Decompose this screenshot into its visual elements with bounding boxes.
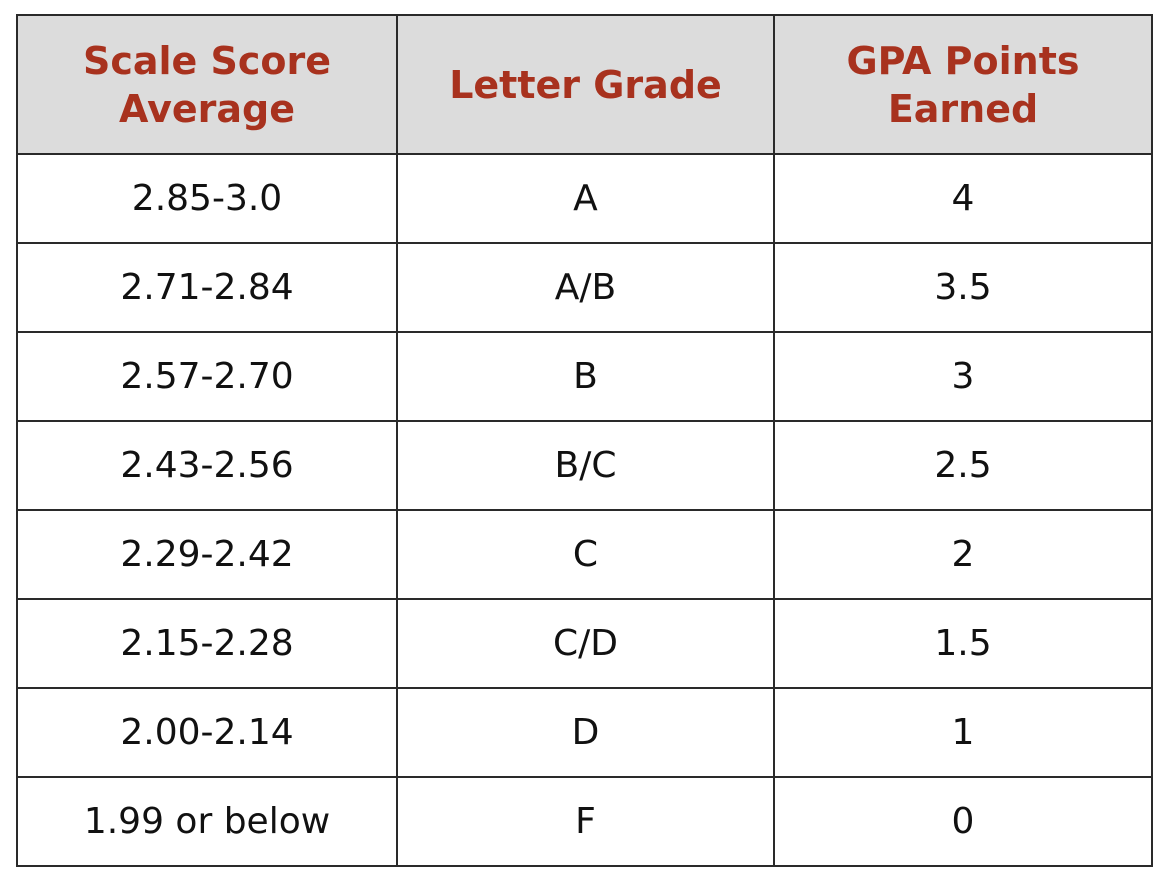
cell-letter-grade: A/B [396,242,775,333]
table-row: 2.85-3.0 A 4 [16,153,1153,244]
cell-gpa-points: 2.5 [773,420,1153,511]
header-line: GPA Points [846,38,1080,83]
cell-scale-score: 2.00-2.14 [16,687,398,778]
cell-gpa-points: 4 [773,153,1153,244]
header-row: Scale Score Average Letter Grade GPA Poi… [16,14,1153,155]
table-row: 2.57-2.70 B 3 [16,331,1153,422]
table-row: 2.15-2.28 C/D 1.5 [16,598,1153,689]
header-letter-grade: Letter Grade [396,14,775,155]
cell-letter-grade: C [396,509,775,600]
cell-letter-grade: F [396,776,775,867]
table-row: 1.99 or below F 0 [16,776,1153,867]
cell-scale-score: 2.43-2.56 [16,420,398,511]
cell-gpa-points: 3 [773,331,1153,422]
cell-scale-score: 2.29-2.42 [16,509,398,600]
cell-scale-score: 2.71-2.84 [16,242,398,333]
cell-gpa-points: 3.5 [773,242,1153,333]
cell-scale-score: 2.15-2.28 [16,598,398,689]
cell-gpa-points: 1.5 [773,598,1153,689]
table-row: 2.43-2.56 B/C 2.5 [16,420,1153,511]
cell-gpa-points: 1 [773,687,1153,778]
table-row: 2.00-2.14 D 1 [16,687,1153,778]
table-body: 2.85-3.0 A 4 2.71-2.84 A/B 3.5 2.57-2.70… [16,153,1153,867]
cell-letter-grade: B/C [396,420,775,511]
header-line: Earned [887,86,1039,131]
header-line: Scale Score [82,38,332,83]
header-line: Average [119,86,295,131]
cell-gpa-points: 0 [773,776,1153,867]
header-scale-score-average: Scale Score Average [16,14,398,155]
cell-scale-score: 1.99 or below [16,776,398,867]
table-header: Scale Score Average Letter Grade GPA Poi… [16,14,1153,155]
header-gpa-points-earned: GPA Points Earned [773,14,1153,155]
cell-scale-score: 2.85-3.0 [16,153,398,244]
table-row: 2.29-2.42 C 2 [16,509,1153,600]
cell-letter-grade: D [396,687,775,778]
cell-gpa-points: 2 [773,509,1153,600]
cell-letter-grade: B [396,331,775,422]
cell-letter-grade: C/D [396,598,775,689]
header-line: Letter Grade [449,62,722,107]
cell-letter-grade: A [396,153,775,244]
grade-conversion-table: Scale Score Average Letter Grade GPA Poi… [16,14,1153,867]
table-row: 2.71-2.84 A/B 3.5 [16,242,1153,333]
cell-scale-score: 2.57-2.70 [16,331,398,422]
